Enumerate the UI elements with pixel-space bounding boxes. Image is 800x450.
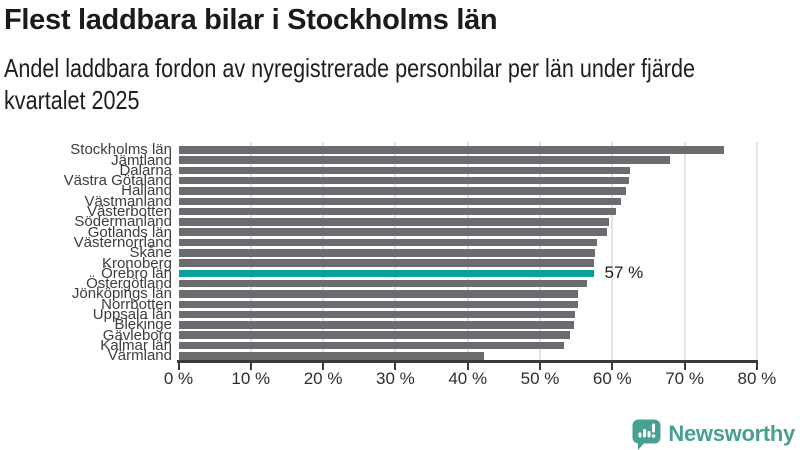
category-label-dalarna: Dalarna bbox=[119, 161, 172, 179]
brand-name: Newsworthy bbox=[668, 421, 795, 446]
category-label-blekinge: Blekinge bbox=[114, 316, 172, 334]
bar-östergötland bbox=[178, 279, 587, 288]
x-axis-tick-label-40: 40 % bbox=[448, 369, 488, 388]
bar-uppsala-län bbox=[178, 310, 576, 319]
x-axis-tick-80 bbox=[755, 362, 758, 370]
bar-kalmar-län bbox=[178, 341, 564, 350]
category-label-norrbotten: Norrbotten bbox=[101, 295, 172, 313]
gridline-60 bbox=[611, 142, 614, 360]
category-label-halland: Halland bbox=[121, 182, 172, 200]
x-axis-tick-20 bbox=[322, 362, 325, 370]
bar-skåne bbox=[178, 249, 595, 257]
x-axis-tick-label-10: 10 % bbox=[231, 369, 271, 388]
bar-västra-götaland bbox=[178, 176, 629, 185]
bar-stockholms-län bbox=[178, 146, 725, 154]
category-label-skåne: Skåne bbox=[129, 244, 172, 262]
chart-subtitle-line-1: Andel laddbara fordon av nyregistrerade … bbox=[4, 53, 696, 83]
category-label-gävleborg: Gävleborg bbox=[102, 326, 172, 344]
bar-jämtland bbox=[178, 156, 671, 164]
category-label-örebro-län: Örebro län bbox=[101, 264, 172, 282]
bar-norrbotten bbox=[178, 300, 578, 308]
category-label-kronoberg: Kronoberg bbox=[101, 254, 172, 272]
category-label-jämtland: Jämtland bbox=[111, 151, 172, 169]
category-label-jönköpings-län: Jönköpings län bbox=[71, 285, 172, 303]
bar-västmanland bbox=[178, 197, 621, 205]
bar-västernorrland bbox=[178, 238, 598, 247]
x-axis-tick-0 bbox=[177, 362, 180, 370]
x-axis-tick-label-20: 20 % bbox=[303, 369, 343, 388]
x-axis-tick-label-30: 30 % bbox=[376, 369, 415, 388]
x-axis-tick-40 bbox=[466, 362, 469, 370]
x-axis-tick-label-0: 0 % bbox=[163, 369, 194, 388]
chart-title: Flest laddbara bilar i Stockholms län bbox=[4, 4, 498, 36]
bar-kronoberg bbox=[178, 259, 595, 267]
bar-gotlands-län bbox=[178, 228, 608, 236]
category-label-gotlands-län: Gotlands län bbox=[87, 223, 172, 241]
category-label-kalmar-län: Kalmar län bbox=[100, 336, 172, 354]
x-axis-tick-label-50: 50 % bbox=[520, 369, 560, 388]
bar-jönköpings-län bbox=[178, 290, 579, 298]
x-axis-tick-label-80: 80 % bbox=[737, 369, 777, 388]
category-label-södermanland: Södermanland bbox=[74, 213, 172, 231]
category-label-uppsala-län: Uppsala län bbox=[92, 306, 172, 324]
category-label-västra-götaland: Västra Götaland bbox=[63, 172, 172, 190]
x-axis-line bbox=[177, 359, 759, 363]
gridline-80 bbox=[755, 142, 758, 360]
newsworthy-logo-icon bbox=[632, 419, 661, 450]
x-axis-tick-10 bbox=[249, 362, 252, 370]
gridline-70 bbox=[683, 142, 686, 360]
x-axis-tick-label-60: 60 % bbox=[592, 369, 632, 388]
bar-värmland bbox=[178, 352, 485, 360]
x-axis-tick-30 bbox=[394, 362, 397, 370]
bar-västerbotten bbox=[178, 207, 616, 216]
chart-subtitle: Andel laddbara fordon av nyregistrerade … bbox=[4, 52, 784, 116]
bar-gävleborg bbox=[178, 331, 571, 339]
bar-södermanland bbox=[178, 218, 610, 226]
bar-dalarna bbox=[178, 166, 631, 175]
category-label-värmland: Värmland bbox=[107, 347, 172, 365]
bar-blekinge bbox=[178, 321, 574, 329]
category-label-stockholms-län: Stockholms län bbox=[70, 141, 172, 159]
x-axis-tick-70 bbox=[683, 362, 686, 370]
bar-örebro-län bbox=[178, 269, 594, 278]
highlight-value-label: 57 % bbox=[604, 263, 644, 283]
chart-subtitle-line-2: kvartalet 2025 bbox=[4, 85, 140, 115]
x-axis-tick-50 bbox=[539, 362, 541, 370]
category-label-östergötland: Östergötland bbox=[86, 275, 172, 293]
bar-halland bbox=[178, 187, 627, 195]
category-label-västerbotten: Västerbotten bbox=[86, 203, 172, 221]
category-label-västmanland: Västmanland bbox=[84, 192, 172, 210]
x-axis-tick-60 bbox=[611, 362, 614, 370]
category-label-västernorrland: Västernorrland bbox=[73, 233, 172, 251]
x-axis-tick-label-70: 70 % bbox=[665, 369, 704, 388]
brand-footer: Newsworthy bbox=[632, 418, 795, 450]
